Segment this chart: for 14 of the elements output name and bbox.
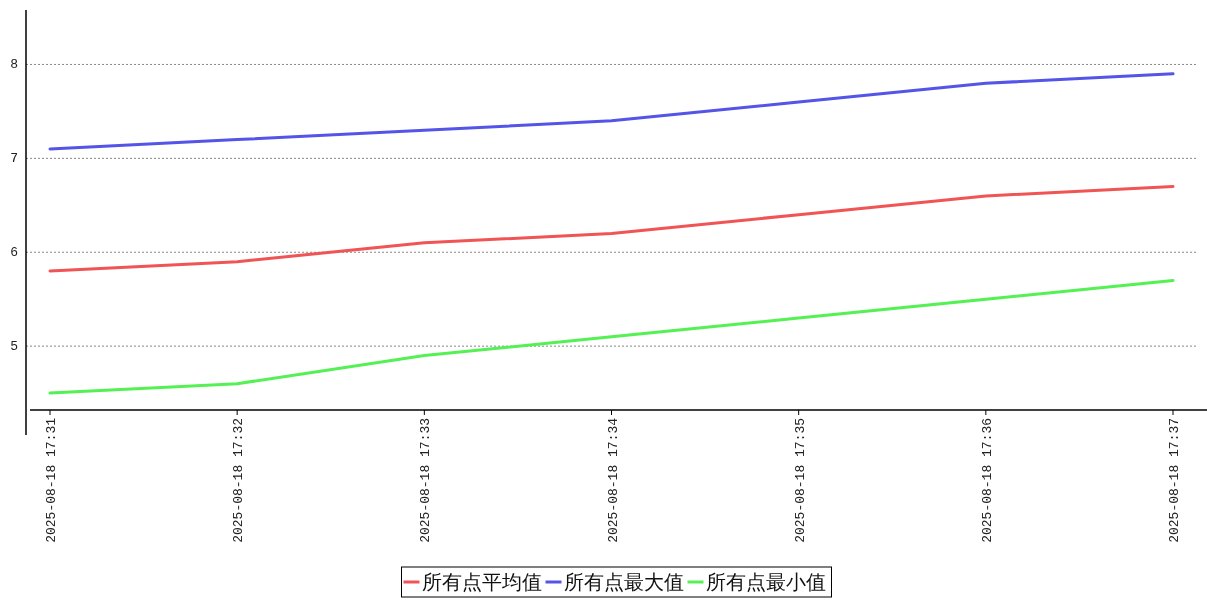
x-tick-label: 2025-08-18 17:36: [979, 418, 995, 543]
x-tick-label: 2025-08-18 17:33: [418, 418, 434, 543]
x-tick-label: 2025-08-18 17:32: [231, 418, 247, 543]
y-tick-label: 6: [10, 245, 18, 261]
legend-label: 所有点最大值: [563, 570, 684, 594]
y-tick-label: 7: [10, 151, 18, 167]
legend-label: 所有点最小值: [705, 570, 826, 594]
legend-label: 所有点平均值: [421, 570, 542, 594]
y-tick-label: 8: [10, 57, 18, 73]
x-tick-label: 2025-08-18 17:35: [792, 418, 808, 543]
y-tick-label: 5: [10, 339, 18, 355]
x-tick-label: 2025-08-18 17:37: [1167, 418, 1182, 543]
x-tick-label: 2025-08-18 17:34: [605, 417, 621, 543]
x-tick-label: 2025-08-18 17:31: [44, 417, 59, 543]
